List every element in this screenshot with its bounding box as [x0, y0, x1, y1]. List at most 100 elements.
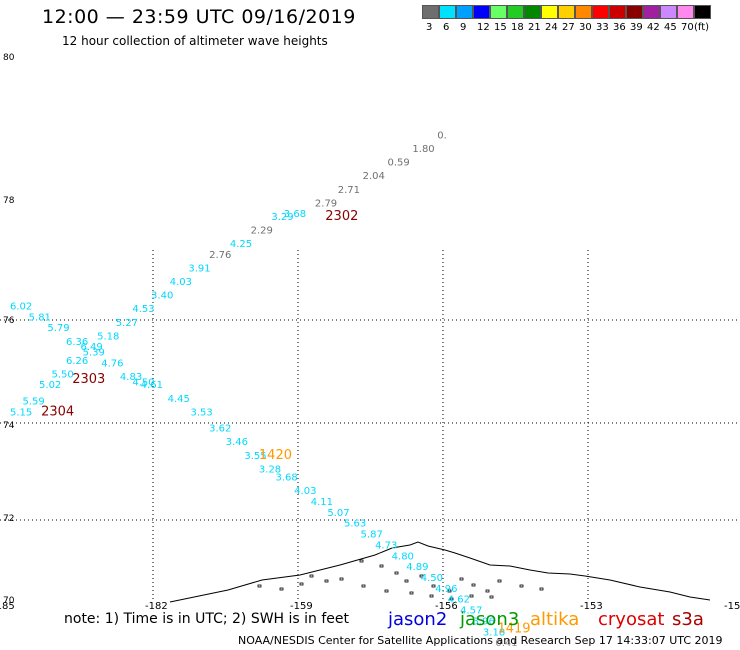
- scale-swatch: [626, 5, 643, 19]
- units-note: note: 1) Time is in UTC; 2) SWH is in fe…: [64, 611, 350, 627]
- axis-tick-labels: 80 78 76 74 72 70-185 -182 -159 -156 -153 -150: [0, 53, 740, 612]
- pass-time-label: 2303: [72, 372, 105, 387]
- scale-swatch: [422, 5, 439, 19]
- swh-value-label: 4.96: [435, 584, 457, 595]
- island-mark: [469, 594, 474, 598]
- island-mark: [519, 584, 524, 588]
- island-mark: [309, 574, 314, 578]
- satellite-jason2: jason2: [388, 609, 448, 630]
- island-mark: [361, 584, 366, 588]
- scale-label: 33: [596, 22, 609, 33]
- pass-time-label: 1420: [259, 448, 292, 463]
- scale-swatch: [490, 5, 507, 19]
- scale-label: 15: [494, 22, 507, 33]
- swh-value-label: 4.80: [392, 551, 414, 562]
- scale-swatch: [439, 5, 456, 19]
- scale-label: 3: [426, 22, 433, 33]
- island-mark: [409, 591, 414, 595]
- swh-value-label: 1.80: [412, 144, 434, 155]
- swh-value-label: 4.73: [375, 540, 397, 551]
- x-tick-label: -182: [145, 601, 168, 612]
- swh-value-label: 0.: [437, 130, 447, 141]
- scale-label: 6: [443, 22, 450, 33]
- pass-time-label: 2302: [325, 209, 358, 224]
- coastal-islands: [257, 559, 544, 601]
- scale-label: 70: [681, 22, 694, 33]
- swh-value-label: 5.87: [361, 530, 383, 541]
- satellite-s3a: s3a: [672, 609, 704, 630]
- page-subtitle: 12 hour collection of altimeter wave hei…: [62, 34, 328, 48]
- swh-points: 6.025.815.796.365.394.764.834.504.614.45…: [10, 130, 518, 649]
- scale-label: 21: [528, 22, 541, 33]
- scale-label: 12: [477, 22, 490, 33]
- y-tick-label: 78: [3, 196, 15, 206]
- island-mark: [447, 589, 452, 593]
- scale-swatch: [592, 5, 609, 19]
- scale-swatch: [643, 5, 660, 19]
- swh-value-label: 0.41: [495, 638, 517, 649]
- island-mark: [539, 587, 544, 591]
- swh-value-label: 4.25: [230, 239, 252, 250]
- y-tick-label: 72: [3, 514, 14, 524]
- swh-value-label: 5.27: [116, 318, 138, 329]
- swh-value-label: 5.81: [29, 312, 51, 323]
- pass-time-labels: 2304 2303 2302 1420 1419: [41, 209, 530, 637]
- swh-value-label: 3.62: [209, 424, 231, 435]
- scale-swatch: [507, 5, 524, 19]
- island-mark: [339, 577, 344, 581]
- scale-label: 45: [664, 22, 677, 33]
- swh-value-label: 4.50: [421, 573, 443, 584]
- swh-value-label: 2.79: [315, 198, 337, 209]
- page-title: 12:00 — 23:59 UTC 09/16/2019: [42, 6, 356, 28]
- island-mark: [379, 564, 384, 568]
- scale-label: 24: [545, 22, 558, 33]
- x-tick-label: -150: [724, 601, 740, 612]
- scale-label: 42: [647, 22, 660, 33]
- satellite-altika: altika: [530, 609, 580, 630]
- swh-value-label: 3.68: [284, 209, 306, 220]
- pass-time-label: 1419: [497, 622, 530, 637]
- swh-value-label: 4.45: [168, 394, 190, 405]
- scale-swatch: [558, 5, 575, 19]
- y-tick-label: 70: [3, 596, 15, 606]
- island-mark: [324, 579, 329, 583]
- scale-swatch: [609, 5, 626, 19]
- swh-value-label: 4.11: [311, 497, 333, 508]
- satellite-cryosat: cryosat: [598, 609, 665, 630]
- swh-value-label: 5.63: [344, 519, 366, 530]
- x-tick-label: -159: [290, 601, 313, 612]
- alaska-coastline: [169, 541, 711, 603]
- swh-value-label: 2.71: [338, 185, 360, 196]
- island-mark: [404, 579, 409, 583]
- swh-value-label: 4.53: [132, 304, 154, 315]
- swh-value-label: 6.02: [10, 301, 32, 312]
- scale-swatch: [524, 5, 541, 19]
- island-mark: [471, 583, 476, 587]
- island-mark: [394, 571, 399, 575]
- swh-value-label: 3.29: [271, 212, 293, 223]
- scale-swatch: [575, 5, 592, 19]
- swh-value-label: 2.04: [363, 171, 385, 182]
- pass-time-label: 2304: [41, 404, 74, 419]
- island-mark: [489, 595, 494, 599]
- swh-value-label: 5.59: [22, 397, 44, 408]
- swh-value-label: 2.76: [209, 250, 231, 261]
- scale-label: 39: [630, 22, 643, 33]
- island-mark: [419, 574, 424, 578]
- swh-value-label: 3.46: [226, 437, 248, 448]
- island-mark: [497, 579, 502, 583]
- scale-swatch: [694, 5, 711, 19]
- swh-value-label: 4.57: [460, 606, 482, 617]
- swh-value-label: 3.91: [188, 263, 210, 274]
- island-mark: [384, 589, 389, 593]
- scale-label: 9: [460, 22, 467, 33]
- footer-credit: NOAA/NESDIS Center for Satellite Applica…: [238, 634, 723, 647]
- x-tick-label: -156: [435, 601, 458, 612]
- swh-value-label: 2.29: [251, 225, 273, 236]
- swh-value-label: 4.76: [101, 359, 123, 370]
- swh-value-label: 3.53: [190, 407, 212, 418]
- swh-value-label: 5.79: [47, 323, 69, 334]
- island-mark: [429, 594, 434, 598]
- swh-value-label: 3.96: [473, 616, 495, 627]
- swh-value-label: 4.03: [294, 486, 316, 497]
